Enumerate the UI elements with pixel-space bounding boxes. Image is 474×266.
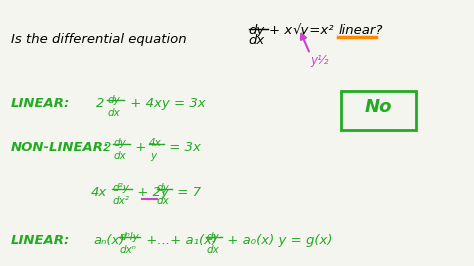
Text: dx: dx: [108, 108, 120, 118]
Text: dx: dx: [249, 34, 265, 47]
Text: LINEAR:: LINEAR:: [11, 97, 70, 110]
Text: +: +: [131, 141, 151, 154]
Text: =x²: =x²: [305, 24, 334, 37]
Text: dx²: dx²: [112, 196, 129, 206]
Text: linear?: linear?: [338, 24, 383, 37]
Text: dy: dy: [113, 138, 126, 148]
Text: No: No: [365, 98, 392, 116]
Text: dxⁿ: dxⁿ: [119, 245, 136, 255]
Text: +...+ a₁(x): +...+ a₁(x): [142, 234, 217, 247]
Text: 2: 2: [96, 97, 104, 110]
Text: dx: dx: [113, 151, 126, 161]
Text: + x: + x: [269, 24, 292, 37]
Text: y¹⁄₂: y¹⁄₂: [310, 54, 328, 67]
Text: dx: dx: [206, 245, 219, 255]
Text: dx: dx: [157, 196, 170, 206]
Text: dy: dy: [249, 24, 265, 37]
Text: Is the differential equation: Is the differential equation: [11, 33, 186, 46]
Text: √y: √y: [292, 24, 309, 38]
Text: y: y: [150, 151, 156, 161]
Text: + a₀(x) y = g(x): + a₀(x) y = g(x): [223, 234, 332, 247]
FancyBboxPatch shape: [341, 91, 416, 130]
Text: 4x: 4x: [91, 186, 107, 199]
Text: 4x: 4x: [149, 138, 162, 148]
Text: d²y: d²y: [112, 183, 129, 193]
Text: LINEAR:: LINEAR:: [11, 234, 70, 247]
Text: = 3x: = 3x: [165, 141, 201, 154]
Text: aₙ(x): aₙ(x): [93, 234, 125, 247]
Text: dy: dy: [206, 232, 219, 242]
Text: NON-LINEAR:: NON-LINEAR:: [11, 141, 109, 154]
Text: + 4xy = 3x: + 4xy = 3x: [126, 97, 206, 110]
Text: dy: dy: [157, 183, 170, 193]
Text: = 7: = 7: [173, 186, 201, 199]
Text: + 2y: + 2y: [133, 186, 169, 199]
Text: dy: dy: [108, 95, 120, 105]
Text: 2: 2: [103, 141, 111, 154]
Text: dⁿly: dⁿly: [119, 232, 139, 242]
